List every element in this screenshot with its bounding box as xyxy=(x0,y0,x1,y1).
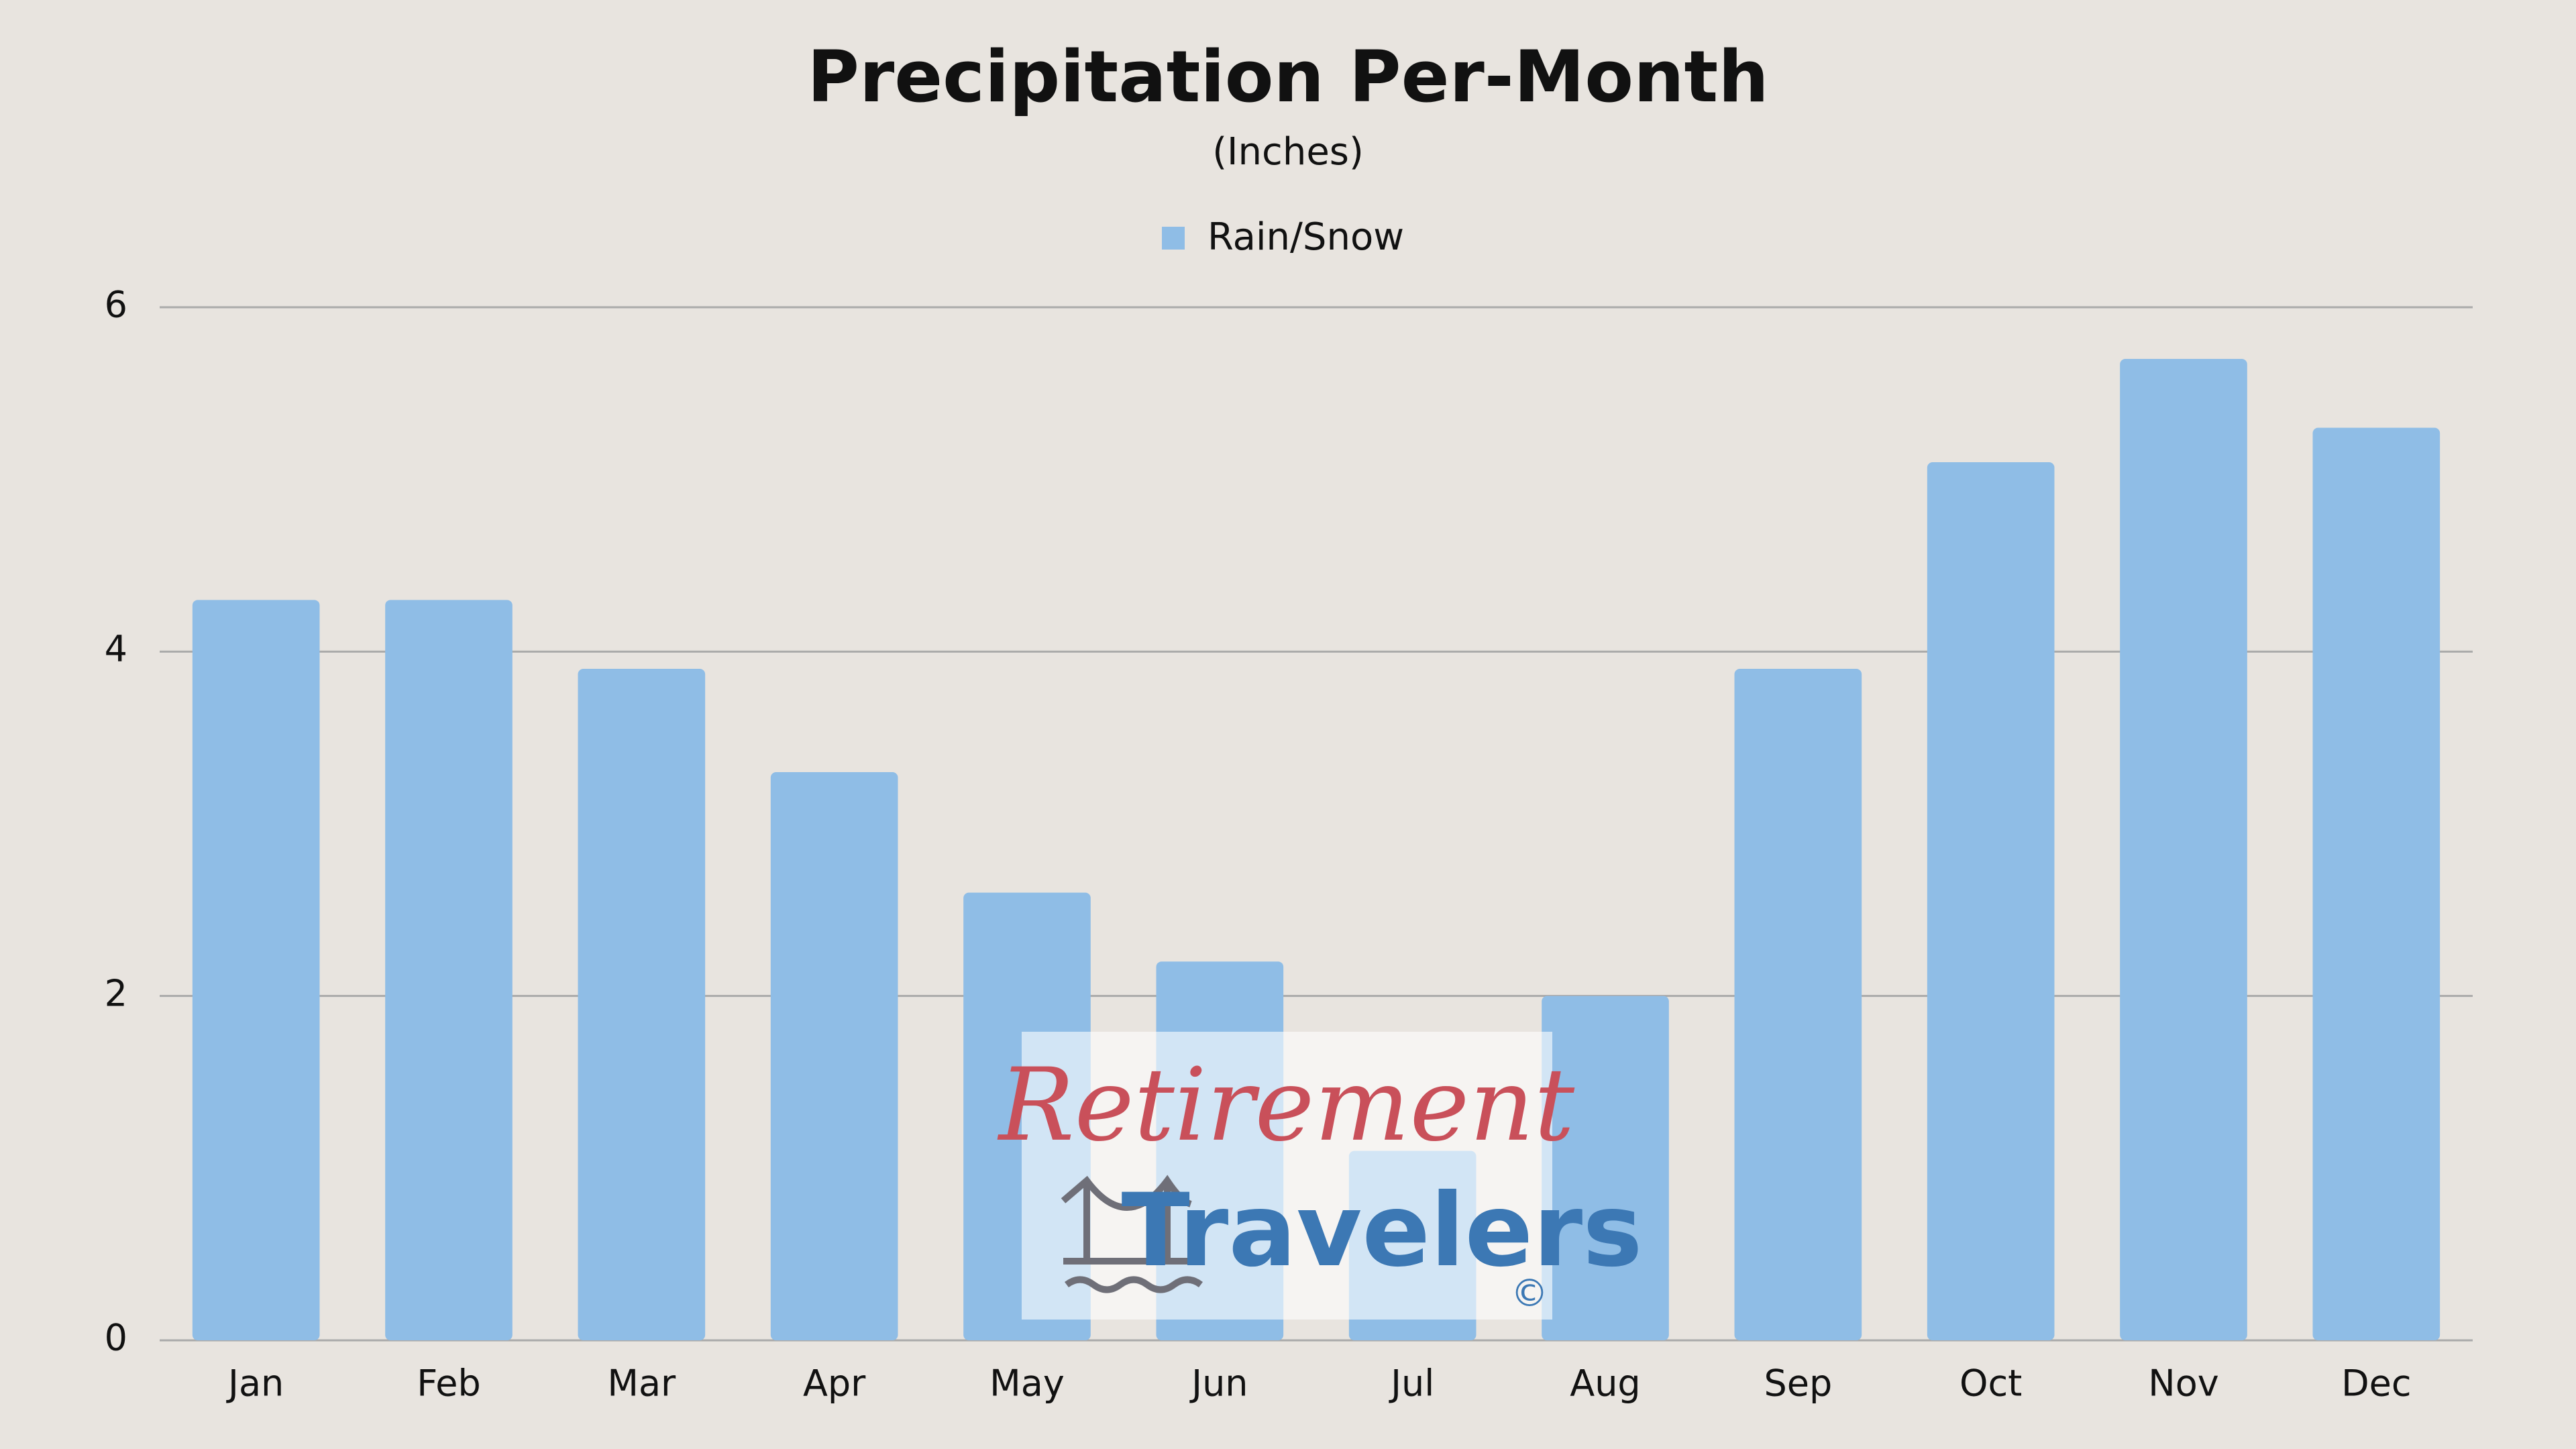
watermark: Retirement Travelers © xyxy=(997,1032,1643,1320)
bar xyxy=(578,669,706,1340)
legend-swatch xyxy=(1162,227,1185,250)
x-tick-label: Mar xyxy=(607,1362,676,1405)
bar xyxy=(770,772,898,1340)
bar xyxy=(192,600,320,1341)
legend-label: Rain/Snow xyxy=(1208,215,1404,259)
chart-title: Precipitation Per-Month xyxy=(807,36,1768,118)
x-tick-label: Feb xyxy=(417,1362,481,1405)
x-tick-label: Jun xyxy=(1189,1362,1248,1405)
watermark-line2: Travelers xyxy=(1122,1173,1643,1289)
x-tick-label: Nov xyxy=(2148,1362,2218,1405)
y-tick-label: 2 xyxy=(105,972,127,1014)
x-tick-label: Jul xyxy=(1389,1362,1434,1405)
chart-subtitle: (Inches) xyxy=(1212,130,1364,174)
bar xyxy=(2312,427,2440,1340)
bar xyxy=(1734,669,1862,1340)
x-tick-label: Dec xyxy=(2341,1362,2412,1405)
bar xyxy=(1927,462,2055,1340)
x-tick-label: May xyxy=(989,1362,1065,1405)
x-tick-label: Jan xyxy=(226,1362,284,1405)
x-tick-label: Sep xyxy=(1764,1362,1832,1405)
watermark-box xyxy=(1022,1032,1552,1320)
y-tick-label: 6 xyxy=(105,284,127,326)
x-tick-label: Apr xyxy=(803,1362,866,1405)
x-tick-label: Oct xyxy=(1960,1362,2022,1405)
x-tick-label: Aug xyxy=(1570,1362,1640,1405)
y-tick-label: 4 xyxy=(105,628,127,670)
bridge-icon xyxy=(1061,1175,1203,1293)
legend: Rain/Snow xyxy=(1162,215,1404,259)
y-tick-label: 0 xyxy=(105,1317,127,1359)
bar xyxy=(385,600,513,1341)
bar xyxy=(2120,359,2247,1340)
bar xyxy=(1542,996,1669,1340)
watermark-mark: © xyxy=(1511,1272,1548,1316)
watermark-line1: Retirement xyxy=(997,1047,1575,1164)
